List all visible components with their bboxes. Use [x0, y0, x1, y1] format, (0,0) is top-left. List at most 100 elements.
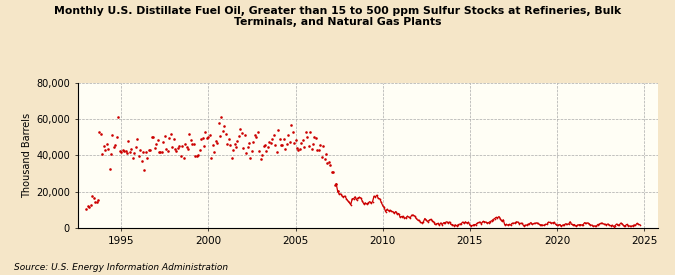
Point: [176, 154, 186, 158]
Point: [576, 223, 587, 227]
Point: [255, 157, 266, 161]
Point: [427, 218, 437, 223]
Point: [448, 223, 459, 228]
Point: [544, 220, 555, 224]
Point: [94, 130, 105, 134]
Point: [168, 137, 179, 142]
Point: [120, 148, 131, 153]
Point: [124, 150, 135, 155]
Point: [482, 221, 493, 225]
Point: [419, 216, 430, 221]
Point: [565, 219, 576, 224]
Point: [338, 194, 349, 199]
Point: [213, 121, 224, 125]
Point: [492, 216, 503, 220]
Point: [215, 133, 225, 138]
Point: [396, 214, 407, 219]
Point: [105, 152, 116, 156]
Point: [404, 215, 414, 219]
Point: [373, 196, 383, 201]
Point: [319, 157, 330, 161]
Point: [477, 219, 488, 224]
Point: [258, 144, 269, 148]
Point: [495, 217, 506, 221]
Point: [524, 222, 535, 226]
Point: [116, 149, 127, 154]
Point: [613, 223, 624, 227]
Point: [431, 222, 442, 226]
Point: [361, 202, 372, 206]
Point: [186, 138, 196, 142]
Point: [559, 222, 570, 227]
Point: [569, 222, 580, 227]
Point: [506, 221, 517, 226]
Point: [389, 211, 400, 215]
Point: [493, 214, 504, 219]
Point: [579, 221, 590, 225]
Point: [616, 221, 626, 225]
Point: [604, 223, 615, 227]
Point: [558, 223, 568, 227]
Point: [109, 145, 119, 149]
Point: [172, 146, 183, 150]
Point: [488, 217, 499, 222]
Point: [308, 142, 319, 146]
Point: [289, 141, 300, 145]
Point: [90, 200, 101, 205]
Point: [633, 222, 644, 227]
Point: [271, 150, 282, 154]
Point: [331, 182, 342, 186]
Point: [309, 135, 320, 139]
Point: [306, 147, 317, 151]
Point: [135, 147, 146, 152]
Point: [447, 222, 458, 227]
Point: [254, 149, 265, 153]
Point: [395, 215, 406, 219]
Point: [191, 153, 202, 158]
Point: [392, 212, 402, 216]
Point: [149, 146, 160, 150]
Point: [85, 203, 96, 207]
Point: [139, 168, 150, 172]
Point: [409, 214, 420, 218]
Point: [290, 138, 301, 142]
Point: [288, 130, 298, 134]
Point: [605, 224, 616, 228]
Point: [348, 197, 359, 201]
Point: [294, 147, 305, 151]
Text: Monthly U.S. Distillate Fuel Oil, Greater than 15 to 500 ppm Sulfur Stocks at Re: Monthly U.S. Distillate Fuel Oil, Greate…: [54, 6, 621, 27]
Point: [298, 138, 308, 143]
Point: [132, 137, 142, 141]
Point: [229, 142, 240, 146]
Point: [342, 199, 353, 203]
Point: [607, 223, 618, 227]
Point: [603, 222, 614, 226]
Point: [370, 194, 381, 199]
Point: [464, 223, 475, 227]
Point: [622, 222, 632, 227]
Point: [367, 200, 378, 204]
Point: [184, 131, 195, 136]
Point: [505, 223, 516, 227]
Point: [143, 148, 154, 152]
Point: [520, 223, 531, 227]
Point: [435, 221, 446, 225]
Point: [589, 224, 600, 228]
Point: [433, 221, 443, 226]
Point: [618, 224, 629, 228]
Point: [453, 222, 464, 227]
Point: [572, 223, 583, 227]
Point: [235, 127, 246, 131]
Point: [498, 218, 509, 222]
Point: [369, 194, 379, 199]
Point: [200, 130, 211, 134]
Point: [322, 161, 333, 165]
Point: [429, 222, 440, 227]
Point: [221, 132, 232, 136]
Point: [181, 145, 192, 149]
Point: [216, 115, 227, 120]
Point: [398, 214, 408, 219]
Point: [354, 195, 365, 199]
Point: [416, 221, 427, 225]
Point: [550, 222, 561, 227]
